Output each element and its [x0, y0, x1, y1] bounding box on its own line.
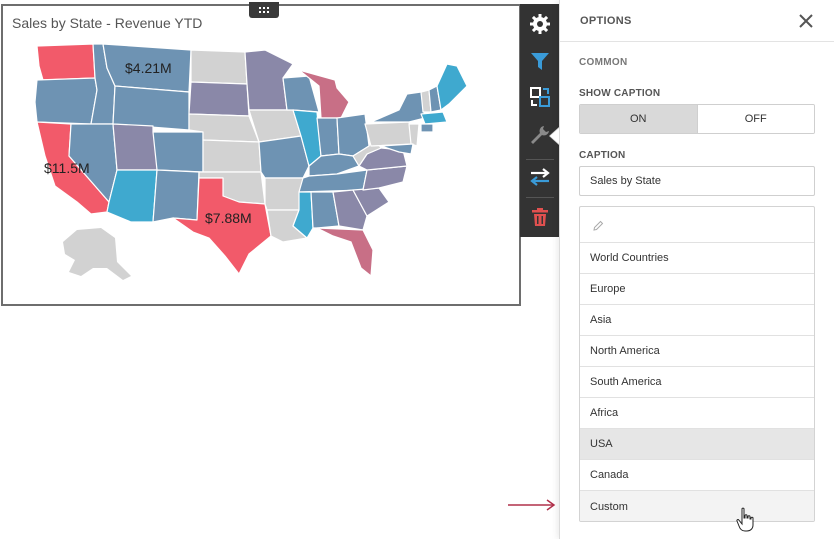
delete-button[interactable] [520, 199, 560, 235]
map-label-california: $11.5M [44, 160, 90, 176]
wrench-icon [531, 126, 549, 144]
design-wrench-button[interactable] [520, 117, 560, 153]
trash-icon [532, 208, 548, 226]
close-icon[interactable] [797, 12, 815, 30]
state-colorado [152, 131, 204, 173]
state-wyoming [112, 85, 190, 131]
gear-icon [530, 14, 550, 34]
map-type-list: World Countries Europe Asia North Americ… [579, 206, 815, 522]
list-item-europe[interactable]: Europe [580, 274, 814, 305]
state-new-mexico [152, 169, 200, 223]
list-item-africa[interactable]: Africa [580, 398, 814, 429]
list-item-custom[interactable]: Custom [580, 491, 814, 521]
list-item-usa[interactable]: USA [580, 429, 814, 460]
state-north-dakota [190, 49, 248, 85]
caption-input[interactable] [579, 166, 815, 196]
state-north-carolina [362, 165, 408, 191]
state-indiana [316, 117, 340, 157]
widget-toolbar [520, 4, 560, 237]
state-utah [112, 123, 160, 171]
swap-icon [530, 168, 550, 186]
show-caption-label: SHOW CAPTION [579, 88, 661, 99]
list-item-world-countries[interactable]: World Countries [580, 243, 814, 274]
map-label-montana: $4.21M [125, 60, 172, 76]
panel-header: OPTIONS [560, 0, 834, 42]
state-new-jersey [408, 123, 420, 147]
state-kansas [202, 139, 262, 173]
state-missouri [258, 135, 310, 179]
toggle-off-button[interactable]: OFF [697, 105, 814, 133]
panel-title: OPTIONS [580, 15, 632, 27]
state-michigan [298, 69, 350, 119]
state-florida [316, 227, 374, 277]
state-arkansas [264, 177, 304, 211]
state-pennsylvania [364, 121, 414, 147]
state-maine [436, 63, 468, 111]
widget-caption: Sales by State - Revenue YTD [12, 15, 203, 31]
state-connecticut [420, 123, 434, 133]
show-caption-toggle: ON OFF [579, 104, 815, 134]
map-label-texas: $7.88M [205, 210, 252, 226]
state-maryland [380, 143, 414, 155]
state-new-york [370, 91, 426, 123]
state-massachusetts [420, 111, 448, 125]
list-item-canada[interactable]: Canada [580, 460, 814, 491]
list-item-south-america[interactable]: South America [580, 367, 814, 398]
list-item-north-america[interactable]: North America [580, 336, 814, 367]
convert-button[interactable] [520, 79, 560, 115]
options-panel: OPTIONS COMMON SHOW CAPTION ON OFF CAPTI… [559, 0, 834, 539]
filter-button[interactable] [520, 43, 560, 79]
state-georgia [332, 189, 368, 231]
state-alabama [310, 191, 340, 229]
list-item-asia[interactable]: Asia [580, 305, 814, 336]
us-choropleth-map[interactable]: $4.21M $11.5M $7.88M [3, 6, 519, 304]
state-south-dakota [188, 81, 250, 117]
state-arizona [106, 169, 158, 223]
map-widget[interactable]: Sales by State - Revenue YTD [1, 2, 521, 306]
options-gear-button[interactable] [520, 6, 560, 42]
caption-label: CAPTION [579, 150, 626, 161]
filter-icon [531, 53, 549, 70]
pencil-icon [593, 220, 604, 231]
state-texas [172, 177, 272, 275]
swap-button[interactable] [520, 159, 560, 195]
drag-handle-icon[interactable] [249, 2, 279, 18]
state-alaska [63, 228, 131, 280]
annotation-arrow-icon [508, 499, 556, 511]
edit-row[interactable] [580, 207, 814, 243]
convert-icon [530, 87, 550, 107]
section-common: COMMON [579, 57, 628, 68]
state-oregon [34, 77, 98, 125]
panel-pointer [549, 127, 559, 145]
state-washington [36, 43, 96, 81]
hand-cursor-icon [736, 507, 754, 532]
toggle-on-button[interactable]: ON [580, 105, 698, 133]
